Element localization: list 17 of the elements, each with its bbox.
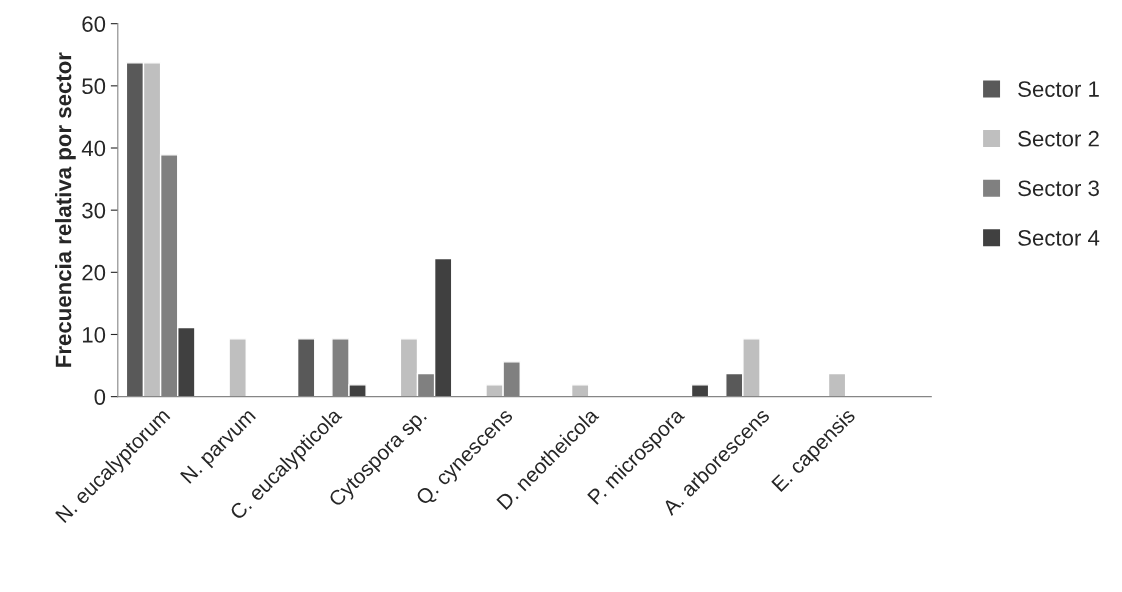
legend-label: Sector 1 (1018, 81, 1099, 97)
y-tick-label: 20 (82, 264, 106, 281)
bar (570, 384, 590, 397)
legend-label: Sector 2 (1018, 130, 1099, 147)
legend-label: Sector 3 (1018, 180, 1099, 197)
bar (296, 338, 316, 397)
y-tick-label: 40 (81, 140, 106, 157)
y-tick-label: 60 (82, 16, 106, 32)
bar (690, 384, 710, 397)
y-tick-label: 30 (82, 202, 106, 219)
y-tick-label: 50 (82, 78, 106, 95)
y-tick-label: 10 (82, 327, 106, 343)
legend-label: Sector 4 (1018, 230, 1100, 246)
y-axis-title: Frecuencia relativa por sector (55, 52, 76, 367)
bar (228, 338, 247, 397)
bar (827, 372, 847, 397)
y-tick-label: 0 (94, 389, 106, 405)
